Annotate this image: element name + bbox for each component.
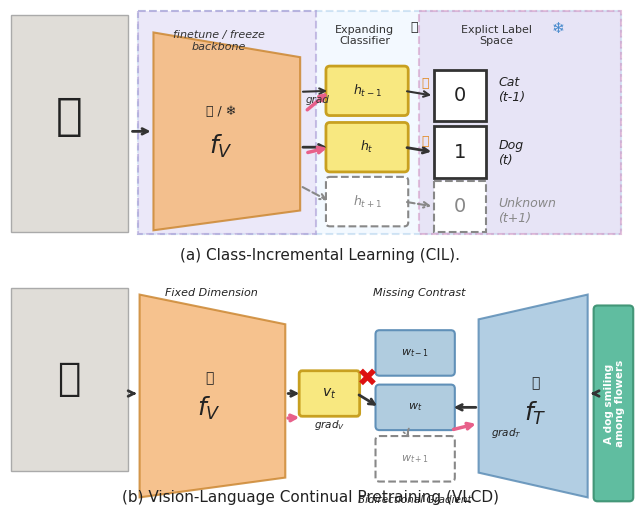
Text: Cat
(t-1): Cat (t-1) [499,76,525,104]
Text: (a) Class-Incremental Learning (CIL).: (a) Class-Incremental Learning (CIL). [180,248,460,263]
Text: 0: 0 [454,197,466,216]
Text: $grad_T$: $grad_T$ [491,426,522,440]
Text: 🐕: 🐕 [56,95,83,138]
FancyBboxPatch shape [376,330,455,376]
Text: $h_t$: $h_t$ [360,139,374,155]
Text: $v_t$: $v_t$ [323,387,337,401]
Bar [434,70,486,121]
Text: $h_{t+1}$: $h_{t+1}$ [353,194,381,210]
Text: ✖: ✖ [357,366,378,391]
Text: Missing Contrast: Missing Contrast [373,288,465,298]
Text: $w_{t+1}$: $w_{t+1}$ [401,453,429,465]
Text: 🔥: 🔥 [410,21,418,33]
Bar [138,11,621,234]
Text: 🔥: 🔥 [205,372,213,386]
Text: 0: 0 [454,86,466,105]
Text: $w_{t-1}$: $w_{t-1}$ [401,347,429,359]
FancyBboxPatch shape [594,305,633,501]
Text: 🔥: 🔥 [531,377,540,391]
Polygon shape [140,295,285,498]
FancyBboxPatch shape [376,436,455,482]
Text: 🔒: 🔒 [421,78,429,90]
Text: $w_t$: $w_t$ [408,401,422,413]
Text: Dog
(t): Dog (t) [499,139,524,167]
FancyBboxPatch shape [326,177,408,226]
FancyBboxPatch shape [299,371,360,416]
Text: 🔒: 🔒 [421,135,429,148]
Text: $f_V$: $f_V$ [209,133,233,160]
Text: $f_T$: $f_T$ [524,400,547,427]
Text: $f_V$: $f_V$ [197,395,221,422]
Bar [419,11,621,234]
Polygon shape [479,295,588,498]
FancyBboxPatch shape [326,66,408,116]
Bar [11,14,128,232]
Bar [434,181,486,232]
FancyBboxPatch shape [326,122,408,172]
Text: 🐕: 🐕 [58,360,81,398]
Text: Expanding
Classifier: Expanding Classifier [335,25,394,46]
Polygon shape [154,32,300,230]
Text: Bidirectional Gradient: Bidirectional Gradient [358,495,472,505]
FancyBboxPatch shape [376,384,455,430]
Text: 🔥 / ❄: 🔥 / ❄ [205,105,236,118]
Text: (b) Vision-Language Continual Pretraining (VLCD): (b) Vision-Language Continual Pretrainin… [122,490,499,505]
Bar [11,288,128,471]
Text: 1: 1 [454,143,466,161]
Text: Unknown
(t+1): Unknown (t+1) [499,196,556,225]
Text: Fixed Dimension: Fixed Dimension [164,288,257,298]
Text: finetune / freeze
backbone: finetune / freeze backbone [173,30,265,52]
Text: $h_{t-1}$: $h_{t-1}$ [353,83,381,99]
Text: $grad_V$: $grad_V$ [314,418,345,432]
Text: grad: grad [306,95,330,105]
Text: A dog smiling
among flowers: A dog smiling among flowers [604,360,625,447]
Bar [434,126,486,178]
Bar [138,11,316,234]
Text: ❄: ❄ [552,21,564,35]
Text: Explict Label
Space: Explict Label Space [461,25,532,46]
